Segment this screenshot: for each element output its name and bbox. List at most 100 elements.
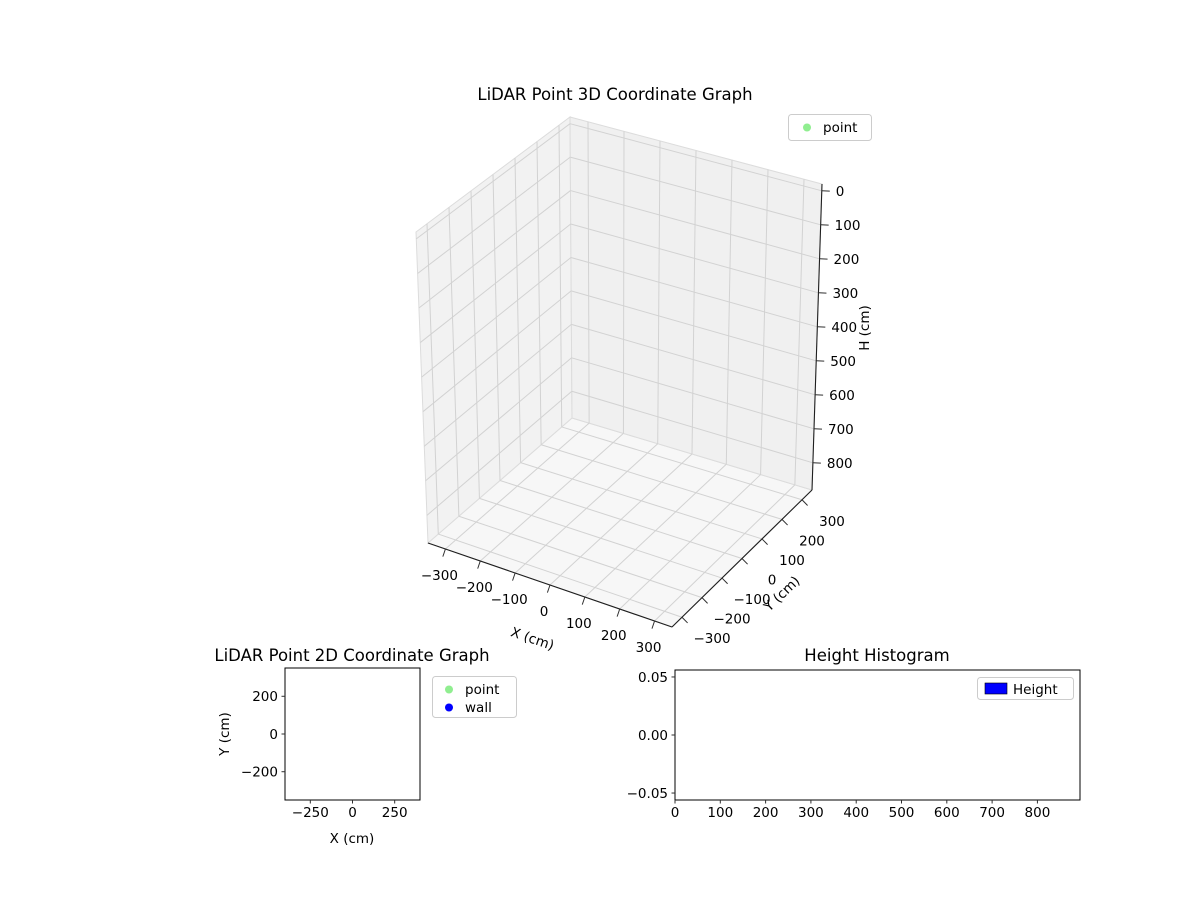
tick-mark — [477, 560, 481, 569]
gridline — [448, 207, 460, 517]
tick-label: 700 — [828, 422, 854, 438]
tick-mark — [616, 608, 621, 617]
tick-label: 200 — [601, 628, 627, 644]
plots-layer: −300−200−1000100200300−300−200−100010020… — [241, 116, 1081, 821]
tick-label: −100 — [491, 592, 528, 608]
tick-label: 0.05 — [638, 670, 668, 686]
gridline — [725, 160, 733, 465]
gridline — [425, 357, 572, 482]
tick-mark — [651, 620, 656, 629]
chart2d-legend-label-wall: wall — [465, 700, 492, 716]
histogram-title: Height Histogram — [804, 646, 949, 665]
gridline — [760, 169, 769, 475]
chart3d-title: LiDAR Point 3D Coordinate Graph — [477, 85, 752, 104]
wall-marker-icon — [445, 703, 453, 712]
gridline — [569, 123, 822, 192]
gridline — [423, 323, 572, 447]
chart3d-legend-label: point — [823, 120, 857, 136]
chart3d-xaxis-label: X (cm) — [509, 624, 556, 654]
gridline — [561, 426, 803, 501]
tick-label: −200 — [713, 612, 750, 628]
tick-label: 0 — [348, 805, 357, 821]
tick-mark — [581, 596, 586, 605]
tick-label: 0 — [768, 573, 777, 589]
tick-label: 100 — [779, 553, 805, 569]
gridline — [458, 515, 703, 599]
tick-label: 700 — [979, 805, 1005, 821]
gridline — [622, 131, 625, 434]
gridline — [418, 190, 571, 309]
gridline — [520, 462, 763, 540]
gridline — [558, 125, 563, 427]
gridline — [691, 150, 697, 455]
tick-label: −100 — [733, 592, 770, 608]
tick-label: 250 — [382, 805, 408, 821]
tick-label: 100 — [707, 805, 733, 821]
tick-label: −200 — [241, 765, 278, 781]
tick-label: −0.05 — [627, 786, 668, 802]
chart2d-legend-label-point: point — [465, 682, 499, 698]
chart3d-legend: point — [788, 114, 872, 141]
tick-mark — [741, 558, 748, 565]
tick-label: 400 — [831, 320, 857, 336]
tick-label: 200 — [753, 805, 779, 821]
chart2d-xaxis-label: X (cm) — [330, 831, 375, 847]
gridline — [417, 156, 571, 274]
tick-label: 100 — [566, 616, 592, 632]
tick-label: 500 — [889, 805, 915, 821]
gridline — [570, 190, 820, 260]
tick-label: 600 — [829, 388, 855, 404]
point-marker-icon — [803, 123, 811, 132]
tick-mark — [681, 616, 688, 624]
tick-mark — [801, 499, 808, 506]
tick-label: 0 — [836, 184, 845, 200]
gridline — [514, 158, 522, 463]
axis-line — [811, 183, 823, 491]
gridline — [587, 121, 590, 424]
gridline — [794, 179, 805, 485]
gridline — [499, 480, 743, 559]
gridline — [571, 390, 814, 464]
gridline — [470, 190, 480, 499]
tick-label: 800 — [1025, 805, 1051, 821]
chart2d-yaxis-label: Y (cm) — [217, 712, 233, 757]
gridline — [540, 444, 783, 520]
tick-label: 300 — [636, 640, 662, 656]
gridline — [419, 223, 572, 343]
gridline — [570, 256, 818, 328]
gridline — [570, 156, 821, 226]
tick-mark — [546, 584, 551, 593]
tick-label: 500 — [830, 354, 856, 370]
gridline — [571, 323, 816, 396]
tick-label: −200 — [456, 580, 493, 596]
tick-mark — [512, 572, 516, 581]
tick-label: 0 — [671, 805, 680, 821]
tick-label: −300 — [693, 631, 730, 647]
tick-label: 300 — [832, 286, 858, 302]
tick-label: 200 — [799, 533, 825, 549]
tick-label: 100 — [835, 218, 861, 234]
chart2d-title: LiDAR Point 2D Coordinate Graph — [214, 646, 489, 665]
point-marker-icon — [445, 685, 453, 694]
chart3d-zaxis-label: H (cm) — [857, 305, 873, 351]
gridline — [426, 390, 573, 516]
tick-label: 200 — [252, 689, 278, 705]
lidar-2d-axes-frame — [284, 667, 421, 801]
tick-label: 200 — [834, 252, 860, 268]
gridline — [571, 357, 815, 430]
tick-label: −300 — [421, 568, 458, 584]
gridline — [536, 141, 542, 445]
gridline — [438, 533, 683, 618]
tick-mark — [781, 519, 788, 526]
gridline — [426, 223, 439, 535]
gridline — [657, 140, 661, 444]
tick-label: 300 — [798, 805, 824, 821]
tick-label: 0 — [540, 604, 549, 620]
gridline — [492, 174, 501, 481]
chart2d-legend: point wall — [432, 676, 517, 718]
histogram-legend-label: Height — [1013, 682, 1058, 698]
chart3d-legend-box — [788, 114, 872, 141]
tick-label: 300 — [819, 514, 845, 530]
gridline — [571, 290, 817, 362]
height-swatch-icon — [984, 682, 1008, 695]
